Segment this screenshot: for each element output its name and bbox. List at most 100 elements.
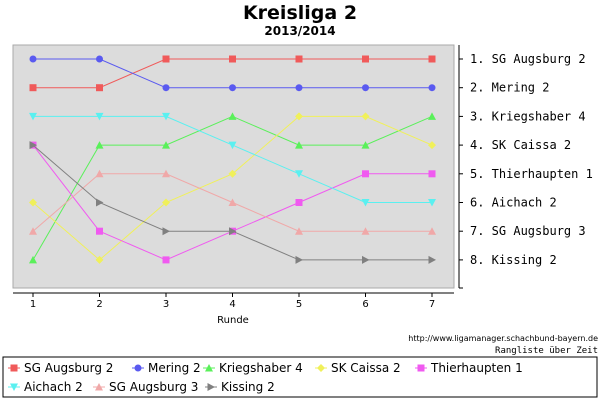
legend-item: Kissing 2 — [205, 380, 275, 394]
data-point — [428, 55, 436, 63]
chart-subtitle: 2013/2014 — [264, 24, 335, 38]
data-point — [229, 55, 236, 63]
data-point — [428, 227, 436, 235]
data-point — [162, 141, 170, 149]
plot-area — [12, 44, 455, 289]
ranking-label: 4. SK Caissa 2 — [470, 138, 571, 152]
data-point — [162, 256, 170, 264]
ranking-label: 5. Thierhaupten 1 — [470, 167, 593, 181]
series-mering-2 — [29, 55, 436, 92]
data-point — [95, 255, 104, 264]
data-point — [95, 169, 104, 178]
data-point — [361, 141, 370, 149]
data-point — [29, 227, 37, 235]
data-point — [162, 198, 170, 207]
legend-marker — [317, 364, 325, 372]
data-point — [295, 199, 303, 206]
x-tick-label: 5 — [296, 299, 302, 310]
legend-label: SG Augsburg 3 — [109, 380, 198, 394]
data-point — [29, 255, 37, 264]
data-point — [162, 227, 170, 236]
series-kissing-2 — [29, 141, 436, 264]
ranking-label: 7. SG Augsburg 3 — [470, 224, 586, 238]
data-point — [361, 227, 370, 235]
series-sg-augsburg-3 — [29, 169, 436, 235]
data-point — [428, 170, 436, 178]
data-point — [295, 112, 303, 121]
legend: SG Augsburg 2 Mering 2 Kriegshaber 4 SK Cai… — [8, 361, 523, 394]
legend-item: Kriegshaber 4 — [203, 361, 303, 375]
legend-marker — [205, 364, 213, 372]
series-sg-augsburg-2 — [29, 55, 436, 92]
ranking-label: 8. Kissing 2 — [470, 253, 557, 267]
data-point — [96, 55, 103, 63]
data-point — [96, 84, 103, 92]
data-point — [162, 169, 170, 178]
series-aichach-2 — [29, 112, 436, 207]
data-point — [362, 55, 369, 63]
legend-item: SG Augsburg 3 — [93, 380, 198, 394]
data-point — [229, 227, 237, 236]
legend-label: SK Caissa 2 — [331, 361, 401, 375]
data-point — [428, 199, 436, 207]
legend-item: Thierhaupten 1 — [415, 361, 523, 375]
x-tick-label: 3 — [163, 299, 169, 310]
data-point — [95, 112, 104, 121]
legend-item: Mering 2 — [132, 361, 201, 375]
legend-label: Kriegshaber 4 — [219, 361, 303, 375]
data-point — [362, 255, 370, 264]
legend-marker — [417, 364, 425, 372]
x-tick-label: 7 — [429, 299, 435, 310]
legend-marker — [134, 364, 142, 372]
legend-label: Aichach 2 — [24, 380, 83, 394]
source-url: http://www.ligamanager.schachbund-bayern… — [408, 334, 598, 343]
data-point — [162, 112, 170, 121]
data-point — [295, 84, 303, 92]
legend-label: SG Augsburg 2 — [24, 361, 113, 375]
data-point — [29, 141, 37, 150]
data-point — [162, 55, 170, 63]
data-point — [295, 227, 303, 235]
x-tick-label: 2 — [96, 299, 102, 310]
chart-caption: Rangliste über Zeit — [495, 346, 598, 356]
legend-marker — [10, 383, 18, 391]
data-point — [162, 84, 170, 92]
data-point — [362, 84, 369, 92]
x-tick-label: 6 — [362, 299, 368, 310]
data-point — [96, 198, 104, 207]
data-point — [428, 141, 436, 150]
legend-label: Mering 2 — [148, 361, 201, 375]
series-sk-caissa-2 — [29, 112, 436, 264]
ranking-label: 2. Mering 2 — [470, 81, 549, 95]
ranking-label: 1. SG Augsburg 2 — [470, 52, 586, 66]
legend-item: Aichach 2 — [8, 380, 83, 394]
data-point — [229, 84, 236, 92]
data-point — [96, 227, 103, 235]
data-point — [295, 255, 303, 264]
legend-item: SG Augsburg 2 — [8, 361, 113, 375]
data-point — [361, 112, 370, 121]
legend-marker — [10, 364, 18, 372]
final-ranking-labels: 1. SG Augsburg 2 2. Mering 2 3. Kriegshabe… — [459, 52, 593, 289]
data-point — [29, 112, 37, 121]
ranking-label: 6. Aichach 2 — [470, 196, 557, 210]
data-point — [29, 55, 37, 63]
data-point — [295, 55, 303, 63]
data-point — [362, 170, 369, 178]
legend-item: SK Caissa 2 — [315, 361, 401, 375]
legend-marker — [95, 383, 103, 391]
data-point — [95, 141, 104, 149]
x-tick-label: 4 — [229, 299, 235, 310]
data-point — [361, 199, 370, 207]
data-point — [428, 84, 436, 92]
series-layer — [29, 55, 436, 264]
x-axis-ticks: 1 2 3 4 5 6 7 — [30, 293, 435, 310]
data-point — [428, 112, 436, 120]
data-point — [295, 141, 303, 149]
legend-label: Thierhaupten 1 — [430, 361, 523, 375]
data-point — [228, 112, 237, 120]
data-point — [228, 198, 237, 206]
data-point — [228, 169, 237, 178]
chart-title: Kreisliga 2 — [243, 2, 357, 24]
